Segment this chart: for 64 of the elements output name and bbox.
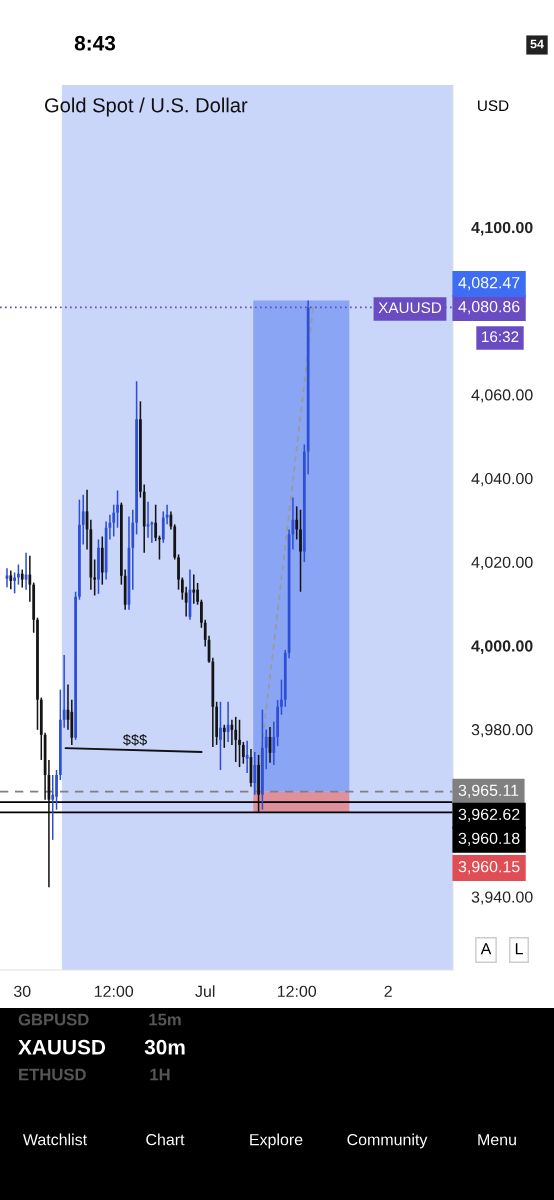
candlestick [299, 508, 302, 593]
candlestick [253, 751, 257, 796]
y-tick-label: 4,020.00 [471, 556, 533, 570]
y-tick-label: 4,000.00 [471, 640, 533, 654]
text: Community [347, 1133, 428, 1149]
text: 54 [530, 39, 544, 49]
x-tick-label: Jul [195, 985, 215, 998]
candlestick [234, 716, 238, 763]
candlestick [177, 553, 180, 591]
x-tick-label: 30 [13, 985, 31, 998]
text: A [480, 943, 492, 955]
candlestick [36, 616, 39, 731]
text: 16:32 [482, 331, 519, 343]
x-tick-label: 2 [384, 985, 392, 997]
candlestick [280, 678, 283, 716]
candlestick [154, 503, 158, 542]
candlestick [219, 701, 222, 771]
text: USD [478, 100, 509, 112]
candlestick [55, 769, 58, 811]
y-tick-label: 3,940.00 [471, 891, 533, 905]
candlestick [245, 739, 249, 774]
candlestick [97, 538, 100, 595]
candlestick [9, 569, 13, 590]
candlestick [112, 503, 116, 538]
x-tick-label: 12:00 [94, 985, 134, 998]
text: 15m [149, 1013, 181, 1026]
candlestick [74, 590, 77, 741]
candlestick [51, 774, 55, 841]
ref-line-label: 4,080.86 [458, 300, 520, 315]
legend-label: 3,960.18 [458, 832, 520, 846]
candlestick [192, 573, 196, 605]
y-tick-label: 4,040.00 [471, 472, 533, 487]
y-tick-label: 3,980.00 [471, 724, 533, 738]
annotation: XAUUSD [378, 302, 442, 314]
text: GBPUSD [18, 1013, 89, 1026]
text: Explore [250, 1133, 303, 1149]
candlestick [17, 563, 20, 586]
text: ETHUSD [19, 1068, 86, 1081]
candlestick [238, 719, 241, 768]
candlestick [222, 724, 226, 749]
text: Chart [146, 1133, 185, 1146]
text: XAUUSD [18, 1039, 106, 1055]
ref-line-label: 3,962.62 [458, 808, 520, 822]
candlestick [116, 489, 119, 529]
y-tick-label: 4,100.00 [471, 221, 533, 236]
text: L [515, 943, 523, 955]
text: Watchlist [22, 1133, 87, 1146]
text: Gold Spot / U.S. Dollar [45, 97, 248, 117]
text: 1H [150, 1068, 170, 1081]
text: 30m [144, 1039, 185, 1055]
candlestick [257, 754, 260, 813]
text: Menu [478, 1134, 516, 1146]
candlestick [78, 498, 81, 601]
x-tick-label: 12:00 [277, 985, 317, 998]
annotation: $$$ [122, 733, 147, 746]
candlestick [241, 741, 245, 765]
text: 8:43 [74, 35, 116, 51]
text: 3,960.15 [458, 860, 520, 875]
y-tick-label: 4,060.00 [471, 389, 533, 403]
ref-line-label: 3,965.11 [458, 784, 519, 798]
candlestick [261, 708, 264, 811]
text: 4,082.47 [458, 276, 520, 291]
candlestick [295, 505, 299, 541]
candlestick [13, 571, 16, 595]
